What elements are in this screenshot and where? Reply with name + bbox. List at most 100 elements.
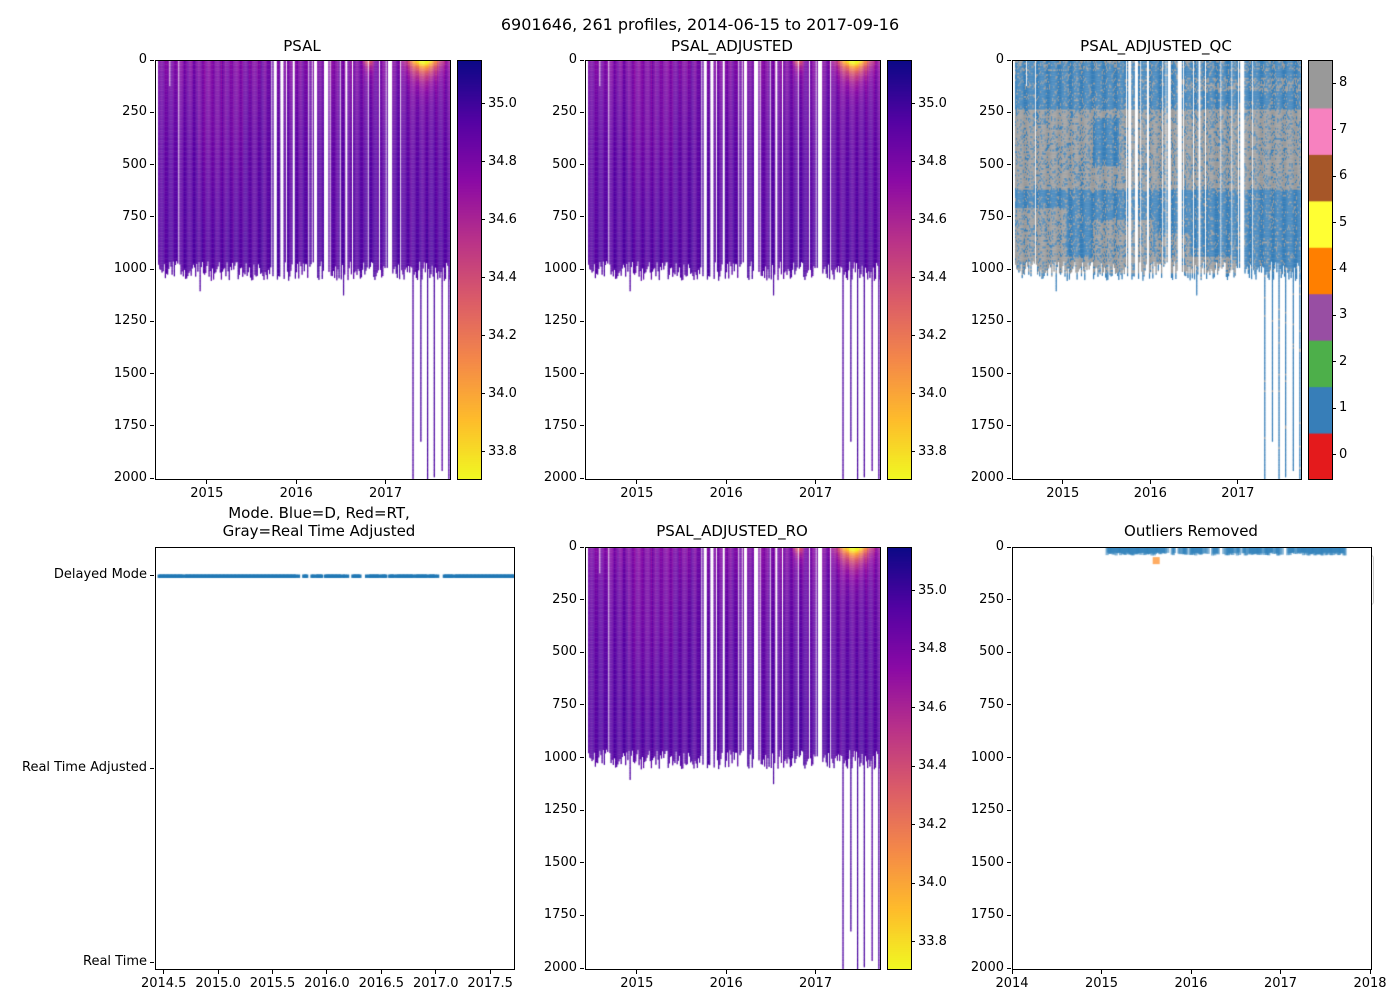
- psal-y-tick: [150, 320, 154, 322]
- mode-y-tick: [150, 767, 154, 769]
- mode-x-tick: [326, 970, 328, 974]
- psal_adjusted-y-tick: [580, 111, 584, 113]
- outliers-x-tick-label: 2018: [1353, 976, 1387, 991]
- psal-y-tick: [150, 477, 154, 479]
- psal_adjusted_ro-y-tick: [580, 809, 584, 811]
- mode-x-tick: [380, 970, 382, 974]
- psal_adjusted_qc-y-tick-label: 1750: [970, 417, 1004, 433]
- mode-canvas: [156, 548, 514, 969]
- psal_adjusted_qc-colorbar-tick-label: 3: [1339, 307, 1348, 323]
- psal-colorbar-tick-label: 33.8: [488, 443, 517, 459]
- psal_adjusted_ro-plot-area: [585, 547, 881, 970]
- outliers-x-tick: [1369, 970, 1371, 974]
- psal_adjusted-colorbar-tick: [911, 335, 915, 337]
- psal-y-tick: [150, 216, 154, 218]
- psal_adjusted_ro-y-tick-label: 1500: [543, 854, 577, 870]
- outliers-y-tick-label: 500: [979, 644, 1004, 660]
- outliers-x-tick: [1101, 970, 1102, 974]
- psal_adjusted_ro-colorbar-canvas: [888, 548, 911, 969]
- psal_adjusted-plot-area: [585, 60, 881, 480]
- psal_adjusted_qc-colorbar-tick-label: 4: [1339, 261, 1348, 276]
- psal_adjusted_ro-colorbar-tick-label: 34.2: [918, 816, 947, 832]
- psal_adjusted_qc-colorbar-tick-label: 0: [1339, 446, 1348, 462]
- psal_adjusted_qc-colorbar-canvas: [1309, 61, 1332, 479]
- outliers-y-tick-label: 1500: [970, 854, 1004, 870]
- psal_adjusted_ro-colorbar-tick-label: 34.8: [918, 641, 947, 657]
- psal_adjusted_ro-colorbar-tick-label: 34.6: [918, 699, 947, 715]
- psal_adjusted_qc-canvas: [1013, 61, 1301, 479]
- psal_adjusted-y-tick-label: 1750: [543, 417, 577, 433]
- psal-y-tick-label: 0: [138, 52, 147, 67]
- psal_adjusted_qc-x-tick: [1062, 480, 1064, 484]
- outliers-y-tick: [1007, 757, 1011, 758]
- psal_adjusted-x-tick: [815, 480, 817, 484]
- psal_adjusted_ro-colorbar-tick-label: 33.8: [918, 933, 947, 949]
- psal_adjusted-colorbar-tick: [911, 219, 915, 221]
- psal_adjusted-x-tick: [725, 480, 727, 484]
- psal_adjusted_qc-colorbar-tick-label: 7: [1339, 121, 1348, 137]
- outliers-canvas: [1013, 548, 1371, 969]
- psal-colorbar-tick-label: 35.0: [488, 95, 517, 111]
- psal_adjusted-colorbar-tick-label: 34.4: [918, 269, 947, 285]
- psal_adjusted-y-tick-label: 500: [552, 156, 577, 172]
- psal-colorbar-tick: [481, 103, 485, 105]
- outliers-x-tick-label: 2017: [1263, 976, 1298, 991]
- psal_adjusted_qc-colorbar-tick: [1332, 314, 1336, 316]
- mode-x-tick-label: 2016.5: [358, 976, 405, 991]
- outliers-y-tick-label: 2000: [970, 960, 1004, 975]
- psal_adjusted_qc-y-tick: [1007, 373, 1011, 374]
- psal_adjusted_qc-y-tick: [1007, 320, 1011, 322]
- psal_adjusted_ro-colorbar: [887, 547, 912, 970]
- psal-colorbar-tick: [481, 335, 485, 337]
- psal-y-tick-label: 1500: [113, 365, 147, 381]
- psal_adjusted-colorbar-tick-label: 35.0: [918, 95, 947, 111]
- mode-x-tick: [163, 970, 165, 974]
- psal_adjusted_qc-x-tick-label: 2016: [1133, 486, 1167, 501]
- psal-colorbar-tick: [481, 277, 485, 279]
- mode-y-category-label: Real Time: [83, 954, 147, 970]
- mode-title-line-1: Mode. Blue=D, Red=RT,: [228, 504, 410, 522]
- mode-y-category-label: Delayed Mode: [53, 567, 147, 583]
- outliers-x-tick-label: 2014: [995, 976, 1029, 991]
- mode-x-tick: [435, 970, 437, 974]
- psal_adjusted_ro-colorbar-tick: [911, 941, 915, 943]
- psal-y-tick-label: 500: [122, 156, 147, 172]
- psal_adjusted_qc-y-tick-label: 2000: [970, 470, 1004, 485]
- psal_adjusted_ro-x-tick-label: 2015: [620, 976, 654, 991]
- psal_adjusted_qc-y-tick-label: 0: [995, 52, 1004, 67]
- mode-x-tick-label: 2016.0: [304, 976, 350, 991]
- outliers-y-tick: [1007, 862, 1011, 864]
- psal_adjusted_ro-y-tick-label: 2000: [543, 960, 577, 975]
- psal_adjusted_qc-x-tick-label: 2017: [1221, 486, 1255, 501]
- psal-x-tick: [385, 480, 387, 484]
- psal-colorbar-tick: [481, 161, 485, 163]
- psal_adjusted-y-tick-label: 250: [552, 104, 577, 120]
- psal_adjusted_ro-x-tick: [815, 970, 817, 974]
- psal_adjusted-colorbar-canvas: [888, 61, 911, 479]
- psal-adjusted-qc-title: PSAL_ADJUSTED_QC: [1080, 37, 1232, 55]
- psal_adjusted-colorbar-tick: [911, 277, 915, 279]
- psal_adjusted_qc-y-tick-label: 750: [979, 208, 1004, 224]
- outliers-x-tick-label: 2015: [1084, 976, 1119, 991]
- outliers-y-tick-label: 750: [979, 696, 1004, 712]
- psal-y-tick-label: 1750: [113, 417, 147, 433]
- mode-x-tick-label: 2017.0: [412, 976, 459, 991]
- psal_adjusted-colorbar-tick: [911, 103, 915, 105]
- psal_adjusted-colorbar-tick-label: 34.8: [918, 153, 947, 169]
- psal_adjusted_qc-y-tick-label: 1000: [970, 261, 1004, 276]
- psal_adjusted_qc-x-tick: [1237, 480, 1239, 484]
- psal_adjusted_ro-y-tick-label: 1250: [543, 802, 577, 818]
- psal_adjusted_qc-colorbar-tick-label: 1: [1339, 400, 1348, 416]
- psal_adjusted_qc-plot-area: [1012, 60, 1302, 480]
- mode-y-category-label: Real Time Adjusted: [22, 760, 147, 776]
- outliers-y-tick-label: 1250: [970, 802, 1004, 818]
- psal_adjusted-y-tick: [580, 59, 584, 61]
- psal_adjusted_ro-colorbar-tick: [911, 590, 915, 592]
- psal-y-tick: [150, 59, 154, 61]
- psal_adjusted-y-tick: [580, 216, 584, 218]
- psal_adjusted-x-tick-label: 2017: [799, 486, 833, 501]
- psal_adjusted_ro-colorbar-tick: [911, 765, 915, 767]
- psal_adjusted-colorbar-tick-label: 34.0: [918, 385, 947, 401]
- psal_adjusted_ro-y-tick: [580, 757, 584, 758]
